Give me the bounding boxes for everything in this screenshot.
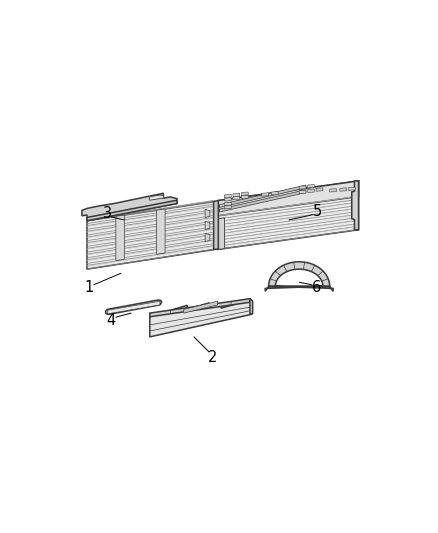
Polygon shape (233, 197, 240, 200)
Polygon shape (307, 189, 314, 192)
Polygon shape (299, 186, 306, 189)
Polygon shape (241, 195, 248, 199)
Polygon shape (116, 215, 124, 261)
Polygon shape (156, 209, 165, 254)
Polygon shape (205, 233, 210, 241)
Polygon shape (107, 301, 160, 314)
Polygon shape (218, 218, 224, 249)
Text: 3: 3 (103, 206, 112, 221)
Polygon shape (218, 181, 359, 216)
Polygon shape (219, 190, 306, 212)
Polygon shape (87, 201, 214, 269)
Polygon shape (307, 184, 314, 188)
Text: 5: 5 (313, 204, 322, 219)
Polygon shape (250, 298, 253, 314)
Polygon shape (218, 181, 359, 249)
Polygon shape (330, 189, 336, 192)
Polygon shape (224, 202, 231, 206)
Polygon shape (352, 181, 359, 230)
Polygon shape (205, 221, 210, 230)
Polygon shape (262, 193, 268, 196)
Polygon shape (316, 188, 323, 191)
Polygon shape (224, 206, 231, 209)
Text: 6: 6 (311, 280, 321, 295)
Text: 4: 4 (106, 313, 115, 328)
Polygon shape (150, 301, 251, 337)
Polygon shape (149, 195, 163, 200)
Polygon shape (224, 198, 231, 201)
Polygon shape (340, 188, 346, 191)
Polygon shape (241, 192, 248, 195)
Text: 1: 1 (84, 280, 93, 295)
Polygon shape (271, 191, 278, 195)
Polygon shape (224, 195, 231, 198)
Polygon shape (150, 298, 251, 317)
Polygon shape (87, 200, 177, 221)
Polygon shape (219, 185, 306, 207)
Polygon shape (106, 300, 162, 314)
Polygon shape (299, 190, 306, 193)
Polygon shape (214, 200, 219, 249)
Polygon shape (233, 193, 240, 197)
Polygon shape (348, 187, 355, 190)
Polygon shape (184, 301, 218, 313)
Polygon shape (265, 262, 333, 292)
Polygon shape (82, 193, 177, 221)
Text: 2: 2 (208, 350, 217, 365)
Polygon shape (205, 209, 210, 217)
